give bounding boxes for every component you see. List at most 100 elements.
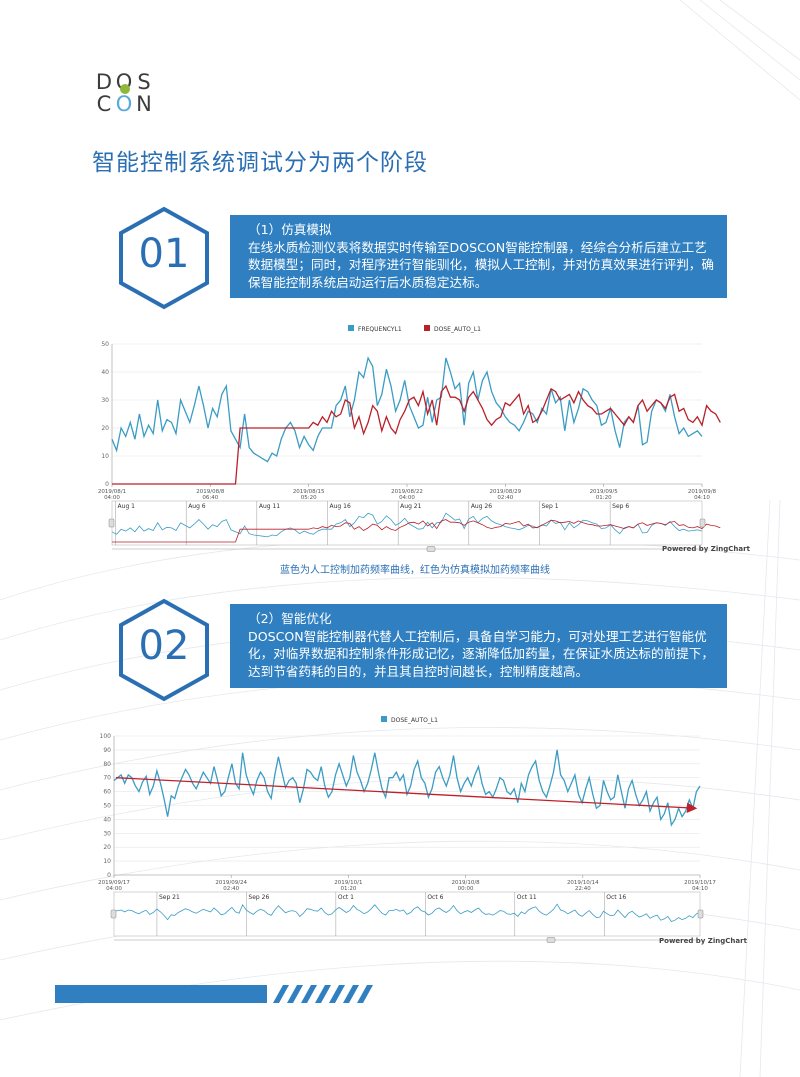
- chart-simulation: FREQUENCYL1 DOSE_AUTO_L1 0 10 20 30 40 50 2019/0…: [98, 325, 721, 552]
- x-tick-date-0: 2019/08/1: [98, 489, 126, 495]
- x-tick-time-3: 04:00: [399, 495, 415, 501]
- series-line-0: [111, 356, 703, 463]
- navigator-label-5: Aug 26: [471, 503, 492, 510]
- x-tick-date-0: 2019/09/17: [98, 880, 130, 886]
- logo-dot-icon: [120, 84, 130, 94]
- x-tick-time-2: 01:20: [340, 886, 356, 892]
- navigator-series-0: [113, 903, 701, 922]
- y-tick-label-4: 40: [103, 816, 111, 823]
- x-tick-time-0: 04:00: [104, 495, 120, 501]
- powered-by-zingchart-2[interactable]: Powered by ZingChart: [659, 937, 747, 945]
- series-line-1: [112, 384, 721, 485]
- x-tick-date-2: 2019/10/1: [334, 880, 362, 886]
- x-tick-date-4: 2019/08/29: [489, 489, 521, 495]
- x-tick-time-4: 02:40: [497, 495, 513, 501]
- navigator-label-3: Oct 6: [427, 894, 443, 901]
- legend-swatch-1: [424, 325, 430, 331]
- chart-optimization: DOSE_AUTO_L1 0 10 20 30 40 50 60 70 80 90 100 2019/0…: [98, 716, 716, 943]
- y-tick-label-3: 30: [103, 830, 111, 837]
- x-tick-time-6: 04:10: [694, 495, 710, 501]
- logo-letter-n: N: [136, 92, 152, 116]
- navigator-label-0: Sep 21: [159, 894, 180, 901]
- navigator-right-handle: [699, 518, 706, 528]
- legend-swatch-0: [381, 716, 387, 722]
- navigator-series-1: [112, 519, 721, 543]
- x-tick-date-1: 2019/08/8: [196, 489, 225, 495]
- navigator-label-4: Aug 21: [400, 503, 421, 510]
- y-tick-label-0: 0: [107, 872, 111, 879]
- section2-body: DOSCON智能控制器代替人工控制后，具备自学习能力，可对处理工艺进行智能优化，…: [248, 628, 714, 679]
- legend-label-1: DOSE_AUTO_L1: [434, 326, 481, 333]
- x-tick-date-1: 2019/09/24: [215, 880, 247, 886]
- y-tick-label-4: 40: [101, 369, 109, 376]
- navigator-label-5: Oct 16: [606, 894, 626, 901]
- navigator-right-handle: [697, 909, 704, 919]
- navigator-scrollbar-thumb: [546, 937, 556, 943]
- y-tick-label-9: 90: [103, 747, 111, 754]
- x-tick-time-5: 04:10: [692, 886, 708, 892]
- y-tick-label-2: 20: [101, 425, 109, 432]
- y-tick-label-5: 50: [103, 803, 111, 810]
- y-tick-label-6: 60: [103, 789, 111, 796]
- x-tick-time-2: 05:20: [301, 495, 317, 501]
- logo-letter-d: D: [95, 70, 113, 94]
- x-tick-date-4: 2019/10/14: [567, 880, 599, 886]
- section1-title: （1）仿真模拟: [248, 222, 332, 237]
- powered-by-zingchart-1[interactable]: Powered by ZingChart: [662, 545, 750, 553]
- section-number-02: 02: [138, 623, 190, 669]
- navigator-label-2: Oct 1: [338, 894, 354, 901]
- navigator-scrollbar-thumb: [426, 546, 436, 552]
- hexagon-02-icon: [119, 598, 209, 702]
- y-tick-label-2: 20: [103, 844, 111, 851]
- x-tick-date-3: 2019/08/22: [391, 489, 423, 495]
- legend-label-0: DOSE_AUTO_L1: [391, 717, 438, 724]
- logo-letter-s: S: [137, 70, 151, 94]
- y-tick-label-1: 10: [103, 858, 111, 865]
- series-line-0: [113, 749, 701, 827]
- y-tick-label-7: 70: [103, 775, 111, 782]
- navigator-label-0: Aug 1: [118, 503, 136, 510]
- section2-info-box: （2）智能优化 DOSCON智能控制器代替人工控制后，具备自学习能力，可对处理工…: [230, 604, 727, 688]
- x-tick-date-5: 2019/09/5: [590, 489, 619, 495]
- section2-title: （2）智能优化: [248, 611, 332, 626]
- section1-info-box: （1）仿真模拟 在线水质检测仪表将数据实时传输至DOSCON智能控制器，经综合分…: [230, 215, 727, 298]
- page-title: 智能控制系统调试分为两个阶段: [92, 150, 428, 176]
- y-tick-label-8: 80: [103, 761, 111, 768]
- chart1-caption: 蓝色为人工控制加药频率曲线，红色为仿真模拟加药频率曲线: [280, 565, 550, 576]
- y-tick-label-5: 50: [101, 341, 109, 348]
- trend-arrow: [115, 777, 698, 813]
- x-tick-date-5: 2019/10/17: [684, 880, 716, 886]
- bottom-stripe-decoration: [55, 985, 373, 1003]
- navigator-label-4: Oct 11: [517, 894, 537, 901]
- navigator-left-handle: [110, 909, 117, 919]
- navigator-label-2: Aug 11: [259, 503, 280, 510]
- y-tick-label-1: 10: [101, 453, 109, 460]
- logo-letter-c: C: [96, 92, 112, 116]
- section-number-01: 01: [138, 231, 190, 277]
- y-tick-label-3: 30: [101, 397, 109, 404]
- x-tick-date-3: 2019/10/8: [451, 880, 480, 886]
- x-tick-time-5: 01:20: [596, 495, 612, 501]
- x-tick-time-1: 02:40: [223, 886, 239, 892]
- doscon-logo: D O S C O N: [94, 72, 156, 116]
- x-tick-date-6: 2019/09/8: [688, 489, 717, 495]
- x-tick-time-3: 00:00: [458, 886, 474, 892]
- logo-letter-o2: O: [115, 92, 133, 116]
- x-tick-date-2: 2019/08/15: [293, 489, 325, 495]
- y-tick-label-0: 0: [105, 481, 109, 488]
- navigator-label-7: Sep 6: [612, 503, 629, 510]
- navigator-label-1: Sep 26: [248, 894, 269, 901]
- x-tick-time-1: 06:40: [202, 495, 218, 501]
- x-tick-time-0: 04:00: [106, 886, 122, 892]
- x-tick-time-4: 22:40: [575, 886, 591, 892]
- hexagon-01-icon: [119, 206, 209, 310]
- legend-swatch-0: [348, 325, 354, 331]
- navigator-label-1: Aug 6: [188, 503, 206, 510]
- navigator-label-3: Aug 16: [330, 503, 351, 510]
- navigator-label-6: Sep 1: [541, 503, 558, 510]
- legend-label-0: FREQUENCYL1: [358, 326, 402, 333]
- section1-body: 在线水质检测仪表将数据实时传输至DOSCON智能控制器，经综合分析后建立工艺数据…: [248, 239, 714, 290]
- navigator-left-handle: [108, 518, 115, 528]
- navigator-series-0: [111, 512, 703, 538]
- y-tick-label-10: 100: [100, 733, 112, 740]
